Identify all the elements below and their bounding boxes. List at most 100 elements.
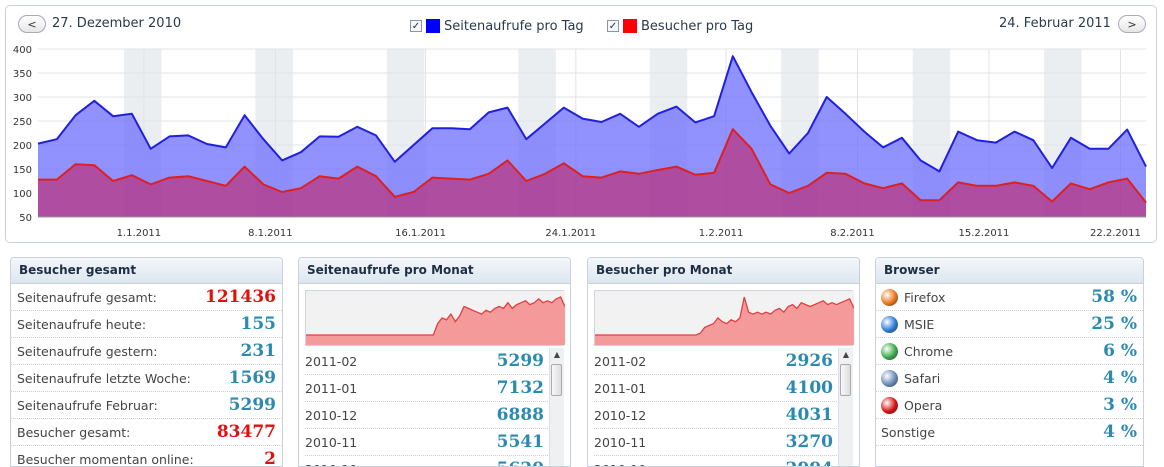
safari-icon [881, 370, 898, 387]
row-label: Seitenaufrufe letzte Woche: [17, 371, 191, 386]
row-value: 5299 [229, 395, 276, 415]
row-value: 3270 [786, 432, 833, 452]
row-value: 2926 [786, 351, 833, 371]
x-tick-label: 22.2.2011 [1090, 228, 1141, 239]
browser-name: MSIE [904, 317, 934, 332]
row-value: 4031 [786, 405, 833, 425]
pageviews-scrollbar[interactable]: ▲ [549, 348, 564, 467]
visitors-scrollbar[interactable]: ▲ [838, 348, 853, 467]
row-label: 2010-10 [594, 462, 646, 467]
x-tick-label: 1.1.2011 [117, 228, 162, 239]
browser-row: Sonstige 4 % [876, 419, 1143, 446]
visitors-sparkline-svg [595, 291, 854, 345]
scroll-thumb[interactable] [551, 364, 562, 396]
y-tick-label: 350 [13, 69, 32, 80]
browser-name: Chrome [904, 344, 953, 359]
row-label: Seitenaufrufe heute: [17, 317, 146, 332]
row-value: 83477 [217, 422, 276, 442]
totals-row: Seitenaufrufe letzte Woche: 1569 [11, 365, 282, 392]
row-value: 4100 [786, 378, 833, 398]
browser-share: 4 % [1103, 422, 1137, 442]
browser-name-wrap: Firefox [881, 289, 945, 306]
row-label: 2011-01 [594, 381, 646, 396]
row-value: 5620 [497, 459, 544, 467]
row-value: 5299 [497, 351, 544, 371]
totals-row: Seitenaufrufe Februar: 5299 [11, 392, 282, 419]
ie-icon [881, 316, 898, 333]
browser-list: Firefox 58 % MSIE 25 % Chrome 6 % Safari 4 % Ope… [876, 284, 1143, 446]
row-label: 2010-12 [305, 408, 357, 423]
totals-row: Seitenaufrufe gesamt: 121436 [11, 284, 282, 311]
row-value: 1569 [229, 368, 276, 388]
x-tick-label: 16.1.2011 [395, 228, 446, 239]
browser-name: Firefox [904, 290, 945, 305]
browser-name: Sonstige [881, 425, 935, 440]
opera-icon [881, 397, 898, 414]
y-tick-label: 400 [13, 45, 32, 56]
totals-title: Besucher gesamt [11, 258, 282, 284]
row-label: 2011-02 [594, 354, 646, 369]
row-label: Seitenaufrufe gesamt: [17, 290, 157, 305]
row-value: 231 [241, 341, 277, 361]
browser-name-wrap: MSIE [881, 316, 934, 333]
scroll-thumb[interactable] [840, 364, 851, 396]
pageviews-month-title: Seitenaufrufe pro Monat [299, 258, 570, 284]
totals-row: Seitenaufrufe heute: 155 [11, 311, 282, 338]
browser-row: Chrome 6 % [876, 338, 1143, 365]
y-tick-label: 50 [19, 213, 32, 224]
browser-name-wrap: Sonstige [881, 425, 935, 440]
firefox-icon [881, 289, 898, 306]
row-label: Seitenaufrufe Februar: [17, 398, 158, 413]
x-tick-label: 8.2.2011 [830, 228, 875, 239]
browser-name-wrap: Safari [881, 370, 940, 387]
browser-share: 6 % [1103, 341, 1137, 361]
browser-row: Firefox 58 % [876, 284, 1143, 311]
browser-name: Opera [904, 398, 942, 413]
y-tick-label: 150 [13, 165, 32, 176]
browser-name: Safari [904, 371, 940, 386]
x-tick-label: 24.1.2011 [545, 228, 596, 239]
pageviews-sparkline-svg [306, 291, 565, 345]
row-label: 2010-11 [594, 435, 646, 450]
totals-row: Besucher momentan online:2 [11, 446, 282, 467]
x-tick-label: 15.2.2011 [959, 228, 1010, 239]
row-label: Besucher gesamt: [17, 425, 130, 440]
browser-share: 25 % [1091, 314, 1137, 334]
row-value: 2 [264, 449, 276, 467]
browser-title: Browser [876, 258, 1143, 284]
visitors-sparkline [594, 290, 853, 346]
month-row: 2011-01 4100 [594, 375, 853, 402]
pageviews-sparkline [305, 290, 564, 346]
row-value: 121436 [205, 287, 276, 307]
month-row: 2010-11 3270 [594, 429, 853, 456]
totals-row: Seitenaufrufe gestern: 231 [11, 338, 282, 365]
browser-name-wrap: Chrome [881, 343, 953, 360]
chrome-icon [881, 343, 898, 360]
visitors-month-title: Besucher pro Monat [588, 258, 859, 284]
browser-row: Safari 4 % [876, 365, 1143, 392]
scroll-up-icon[interactable]: ▲ [550, 348, 564, 362]
row-value: 5541 [497, 432, 544, 452]
row-label: Seitenaufrufe gestern: [17, 344, 158, 359]
row-value: 155 [241, 314, 277, 334]
x-tick-label: 8.1.2011 [248, 228, 293, 239]
totals-box: Besucher gesamt Seitenaufrufe gesamt: 121… [10, 257, 283, 467]
scroll-up-icon[interactable]: ▲ [839, 348, 853, 362]
row-label: 2011-01 [305, 381, 357, 396]
browser-share: 3 % [1103, 395, 1137, 415]
browser-name-wrap: Opera [881, 397, 942, 414]
browser-share: 58 % [1091, 287, 1137, 307]
row-label: 2010-10 [305, 462, 357, 467]
browser-share: 4 % [1103, 368, 1137, 388]
daily-chart-panel: < 27. Dezember 2010 ✓ Seitenaufrufe pro … [5, 5, 1157, 243]
y-tick-label: 300 [13, 93, 32, 104]
